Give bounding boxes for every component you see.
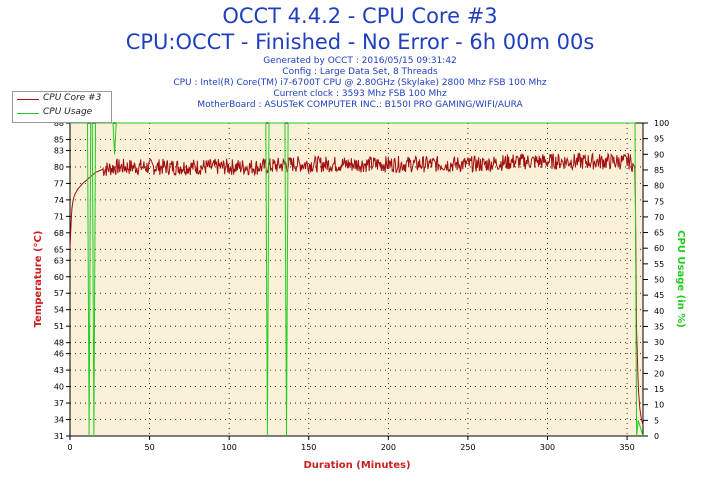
y2-tick-label: 55	[654, 260, 664, 269]
legend: CPU Core #3 CPU Usage	[12, 91, 112, 123]
chart-title: OCCT 4.4.2 - CPU Core #3	[222, 4, 498, 28]
y-tick-label: 83	[54, 146, 64, 155]
series-layer	[69, 122, 644, 437]
legend-item-cpu-core: CPU Core #3	[13, 92, 111, 106]
x-axis: 0 50 100 150 200 250 300 350	[67, 436, 635, 452]
x-tick-label: 250	[460, 443, 475, 452]
right-axis: 0 5 10 15 20 25 30 35 40 45 50 55 60 65 70 75 80 85 90 95 10…	[643, 119, 669, 441]
info-motherboard: MotherBoard : ASUSTeK COMPUTER INC.: B15…	[197, 100, 523, 110]
y-tick-label: 60	[54, 273, 64, 282]
y-tick-label: 31	[54, 432, 64, 441]
y2-tick-label: 70	[654, 213, 664, 222]
y-tick-label: 77	[54, 179, 64, 188]
legend-swatch-cpu-core	[17, 99, 39, 100]
y2-tick-label: 75	[654, 197, 664, 206]
x-tick-label: 200	[381, 443, 396, 452]
y-tick-label: 48	[54, 339, 64, 348]
y2-tick-label: 20	[654, 369, 664, 378]
y2-tick-label: 60	[654, 244, 664, 253]
y2-tick-label: 35	[654, 322, 664, 331]
y2-tick-label: 65	[654, 229, 664, 238]
legend-item-cpu-usage: CPU Usage	[13, 106, 111, 120]
legend-swatch-cpu-usage	[17, 113, 39, 114]
y-tick-label: 57	[54, 289, 64, 298]
y2-tick-label: 30	[654, 338, 664, 347]
y2-tick-label: 15	[654, 385, 664, 394]
y-axis-label: Temperature (°C)	[33, 231, 44, 328]
y2-tick-label: 10	[654, 401, 664, 410]
y-tick-label: 34	[54, 416, 64, 425]
y-tick-label: 71	[54, 212, 64, 221]
y2-tick-label: 80	[654, 182, 664, 191]
x-tick-label: 50	[144, 443, 154, 452]
y-tick-label: 65	[54, 245, 64, 254]
x-tick-label: 100	[222, 443, 237, 452]
y-tick-label: 40	[54, 383, 64, 392]
left-axis: 31 34 37 40 43 46 48 51 54 57 60 63 65 68 71 74 77 80 83 85…	[54, 119, 70, 441]
legend-label-cpu-usage: CPU Usage	[43, 107, 93, 117]
series-line-cpu-usage	[70, 122, 644, 437]
y2-tick-label: 90	[654, 150, 664, 159]
y2-tick-label: 95	[654, 135, 664, 144]
y-tick-label: 68	[54, 229, 64, 238]
y-tick-label: 37	[54, 399, 64, 408]
y-tick-label: 54	[54, 306, 64, 315]
y-tick-label: 51	[54, 322, 64, 331]
y2-tick-label: 40	[654, 307, 664, 316]
info-cpu: CPU : Intel(R) Core(TM) i7-6700T CPU @ 2…	[173, 78, 547, 88]
series-line-cpu-core	[69, 151, 644, 426]
info-clock: Current clock : 3593 Mhz FSB 100 Mhz	[273, 89, 447, 99]
x-tick-label: 300	[540, 443, 555, 452]
y2-tick-label: 45	[654, 291, 664, 300]
x-tick-label: 350	[619, 443, 634, 452]
y-tick-label: 63	[54, 256, 64, 265]
legend-label-cpu-core: CPU Core #3	[43, 93, 102, 103]
y-tick-label: 85	[54, 135, 64, 144]
x-axis-label: Duration (Minutes)	[303, 460, 410, 471]
chart-subtitle: CPU:OCCT - Finished - No Error - 6h 00m …	[125, 30, 595, 54]
x-tick-label: 150	[301, 443, 316, 452]
y-tick-label: 74	[54, 196, 64, 205]
info-generated: Generated by OCCT : 2016/05/15 09:31:42	[263, 56, 457, 66]
x-tick-label: 0	[67, 443, 72, 452]
y2-tick-label: 100	[654, 119, 669, 128]
y-tick-label: 46	[54, 350, 64, 359]
y2-tick-label: 85	[654, 166, 664, 175]
y2-axis-label: CPU Usage (in %)	[675, 230, 686, 328]
y-tick-label: 88	[54, 119, 64, 128]
y-tick-label: 43	[54, 366, 64, 375]
y-tick-label: 80	[54, 163, 64, 172]
y2-tick-label: 0	[654, 432, 659, 441]
info-config: Config : Large Data Set, 8 Threads	[282, 67, 438, 77]
y2-tick-label: 50	[654, 276, 664, 285]
y2-tick-label: 5	[654, 416, 659, 425]
y2-tick-label: 25	[654, 354, 664, 363]
